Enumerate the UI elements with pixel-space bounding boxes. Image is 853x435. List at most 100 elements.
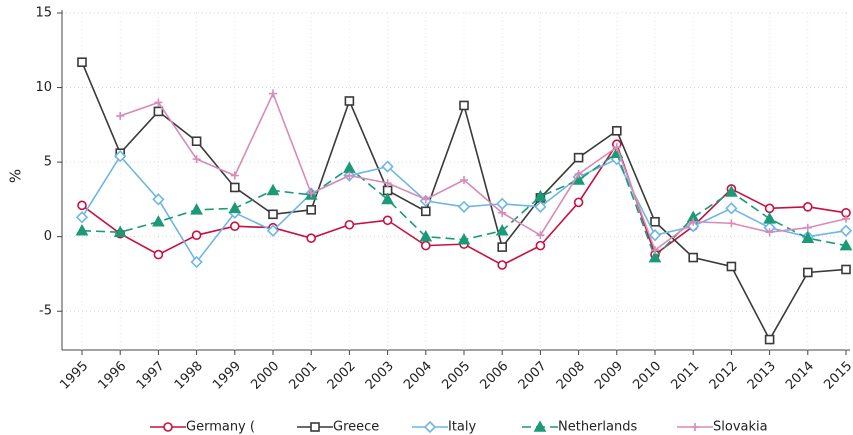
x-tick-label: 1999 <box>210 359 244 393</box>
x-tick-label: 2010 <box>630 359 664 393</box>
marker <box>192 155 201 164</box>
marker <box>650 216 660 227</box>
x-tick-label: 2004 <box>401 359 435 393</box>
legend-item: Netherlands <box>522 420 637 435</box>
legend-item: Greece <box>297 420 379 435</box>
marker <box>727 219 736 228</box>
marker <box>191 230 202 240</box>
marker <box>423 420 437 434</box>
marker <box>725 202 738 215</box>
marker <box>420 206 431 217</box>
marker <box>152 193 165 206</box>
marker <box>839 224 853 237</box>
x-tick-label: 1997 <box>134 359 168 393</box>
marker <box>114 150 127 163</box>
marker <box>533 420 547 432</box>
marker <box>459 100 469 111</box>
marker <box>498 208 507 217</box>
marker <box>765 228 774 237</box>
marker <box>153 249 164 260</box>
marker <box>268 209 278 220</box>
x-tick-label: 2006 <box>477 359 511 393</box>
x-tick-label: 2007 <box>516 359 550 393</box>
x-tick-label: 2014 <box>783 359 817 393</box>
marker <box>457 200 471 213</box>
marker <box>77 57 87 68</box>
x-tick-label: 2012 <box>707 359 741 393</box>
marker <box>75 211 89 224</box>
marker <box>460 176 468 185</box>
marker <box>113 225 127 237</box>
x-tick-label: 2002 <box>325 359 359 393</box>
marker <box>345 171 354 180</box>
marker <box>497 242 508 252</box>
marker <box>381 192 394 205</box>
legend-label: Italy <box>448 420 477 435</box>
x-tick-label: 2008 <box>554 359 588 393</box>
x-tick-label: 1998 <box>172 359 206 393</box>
x-tick-label: 2015 <box>821 359 853 393</box>
marker <box>163 422 173 432</box>
marker <box>344 219 355 230</box>
marker <box>190 255 203 269</box>
y-tick-label: -5 <box>39 304 52 319</box>
series <box>77 57 851 345</box>
marker <box>651 246 659 255</box>
marker <box>496 197 509 210</box>
marker <box>344 96 355 106</box>
marker <box>228 201 242 214</box>
x-tick-label: 2000 <box>248 359 282 393</box>
legend-item: Italy <box>412 420 477 435</box>
y-tick-label: 0 <box>44 229 52 244</box>
x-tick-label: 2005 <box>439 359 473 393</box>
marker <box>190 203 203 215</box>
marker <box>419 230 433 242</box>
marker <box>764 334 775 345</box>
x-tick-label: 2001 <box>286 359 320 393</box>
marker <box>310 422 320 432</box>
y-tick-label: 10 <box>35 80 52 95</box>
marker <box>153 106 164 117</box>
legend-label: Slovakia <box>713 420 768 435</box>
marker <box>116 111 125 120</box>
marker <box>691 423 699 431</box>
series <box>75 146 853 263</box>
marker <box>648 229 662 242</box>
marker <box>648 250 662 263</box>
marker <box>77 200 87 211</box>
line <box>119 91 847 252</box>
marker <box>574 170 583 179</box>
marker <box>381 160 394 173</box>
marker <box>764 203 775 214</box>
marker <box>382 215 393 226</box>
series <box>116 89 850 255</box>
marker <box>269 89 277 98</box>
legend-label: Greece <box>333 420 379 435</box>
marker <box>230 221 240 232</box>
marker <box>534 200 547 213</box>
y-axis-label: % <box>7 169 25 183</box>
marker <box>535 240 546 251</box>
marker <box>839 238 853 251</box>
marker <box>495 224 509 236</box>
marker <box>725 185 738 197</box>
marker <box>266 183 280 196</box>
marker <box>802 202 813 212</box>
marker <box>266 224 280 237</box>
marker <box>802 267 813 278</box>
marker <box>803 223 812 232</box>
marker <box>75 224 89 236</box>
legend-label: Germany ( <box>186 420 255 435</box>
marker <box>154 98 163 107</box>
marker <box>841 264 851 275</box>
y-tick-label: 15 <box>35 6 52 21</box>
marker <box>457 233 471 245</box>
x-tick-label: 2003 <box>363 359 397 393</box>
marker <box>306 205 317 215</box>
marker <box>306 233 317 243</box>
x-tick-label: 2011 <box>668 359 702 393</box>
x-tick-label: 2009 <box>592 359 626 393</box>
marker <box>573 152 584 163</box>
marker <box>230 182 240 193</box>
